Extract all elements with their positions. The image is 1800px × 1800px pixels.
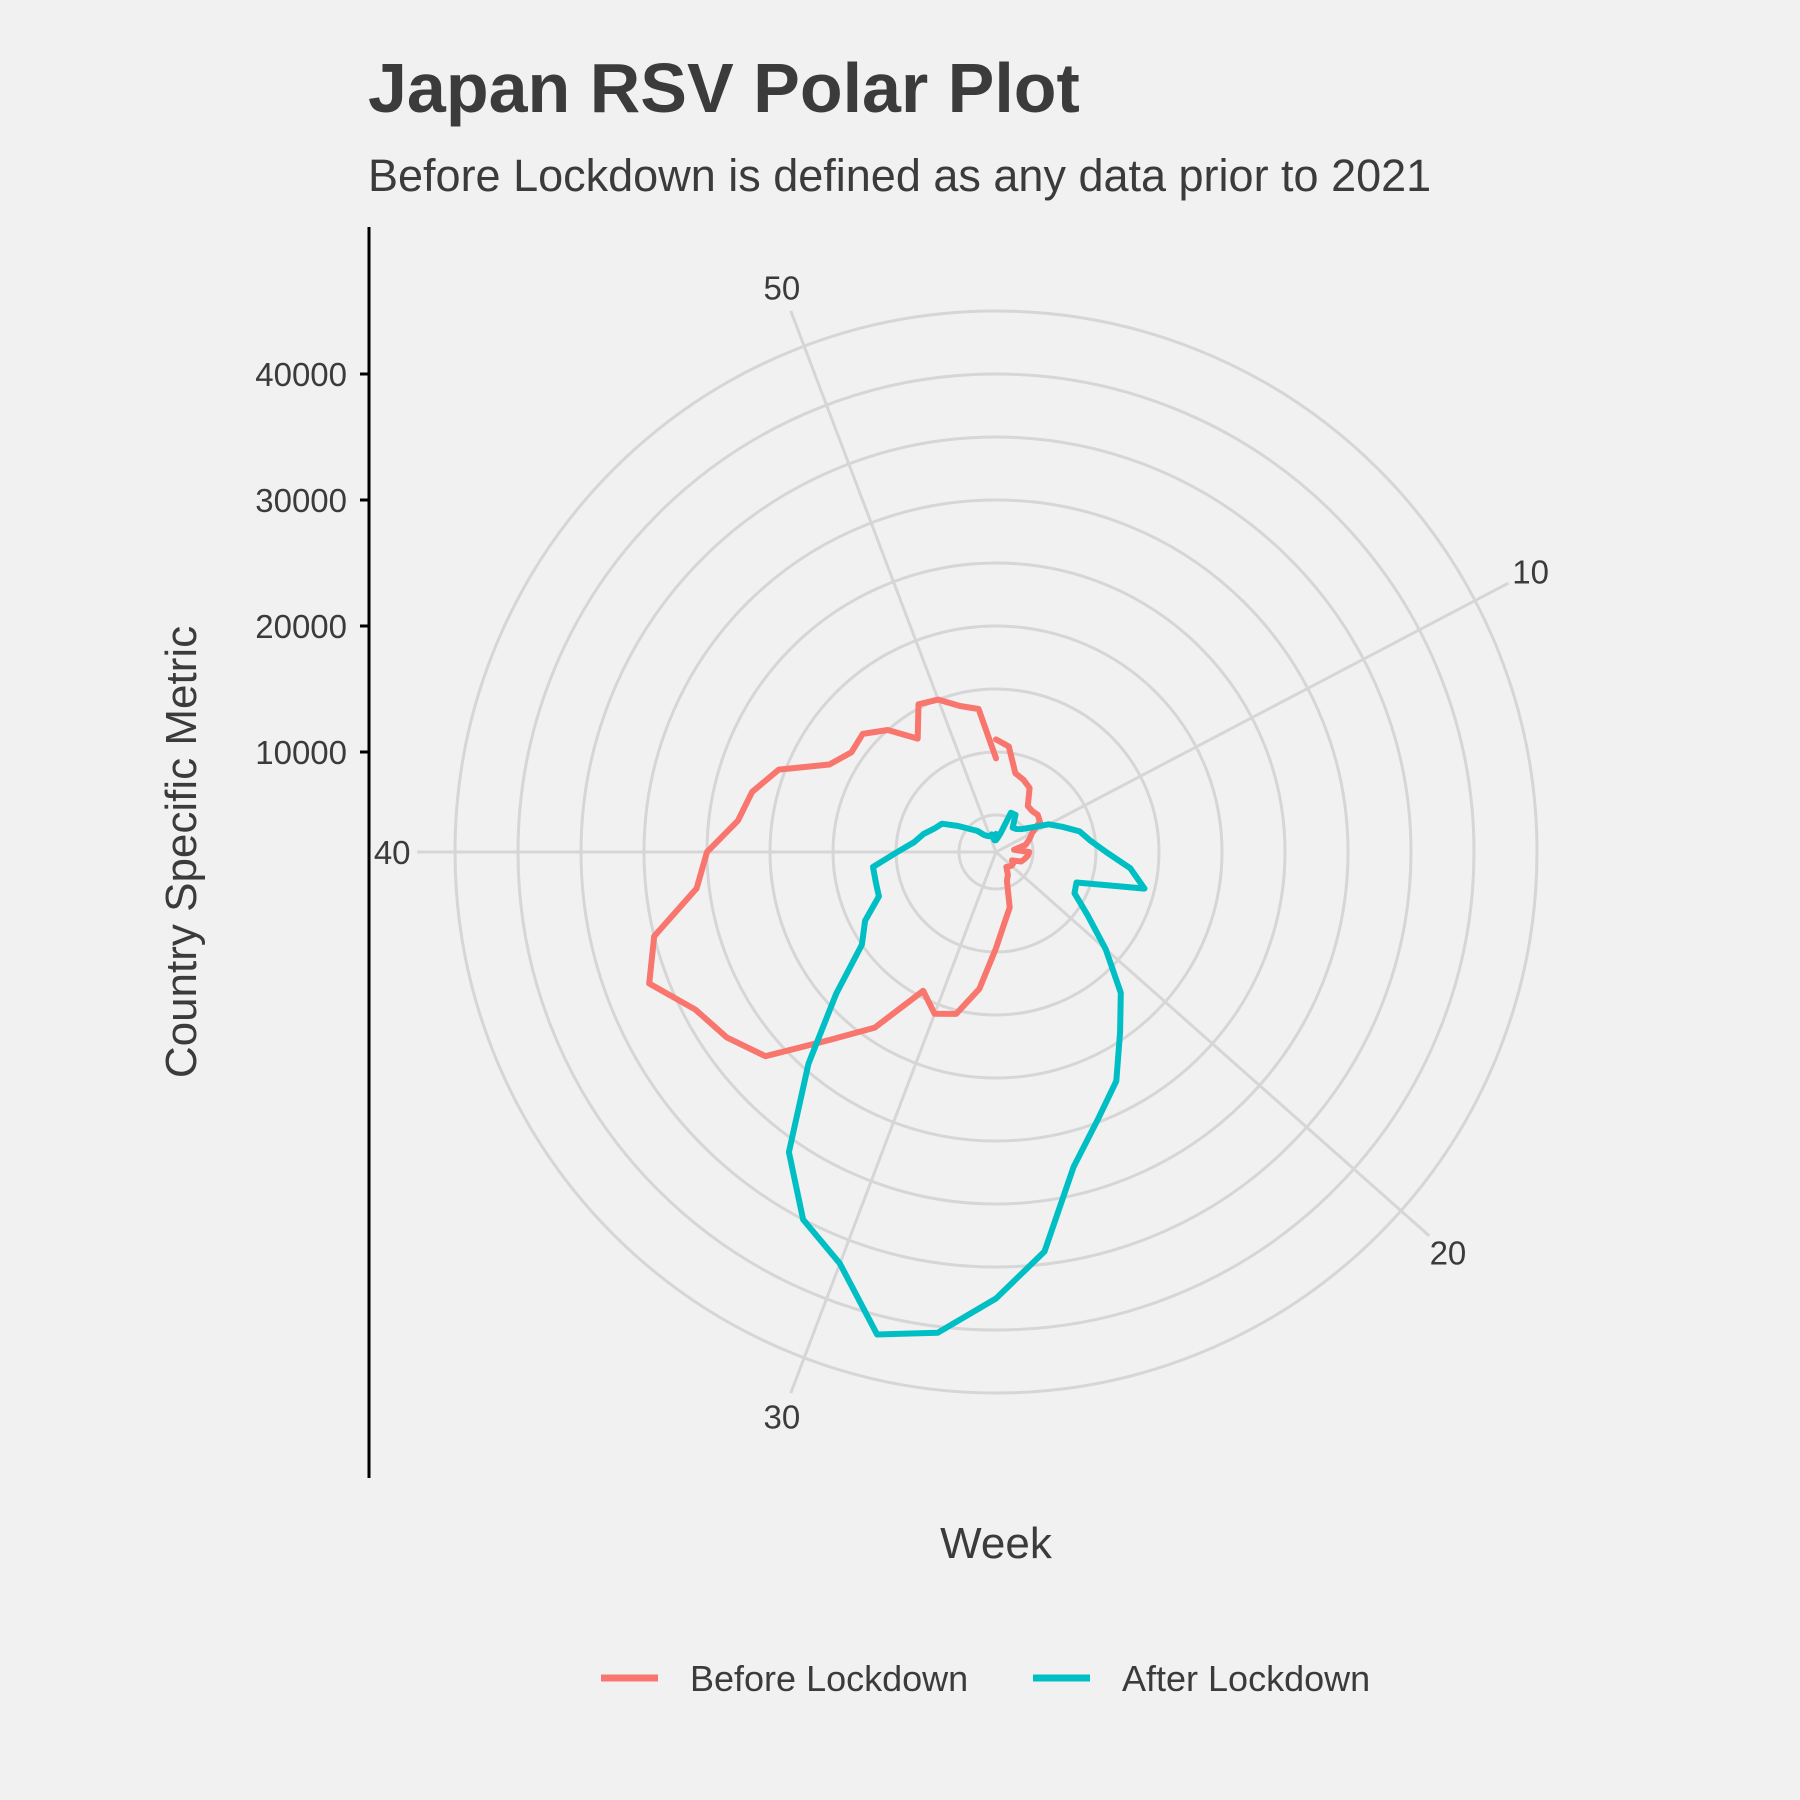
y-axis-tick-label: 20000 <box>255 608 347 645</box>
legend-label-after-lockdown: After Lockdown <box>1122 1658 1370 1699</box>
angular-gridlines <box>417 310 1510 1394</box>
y-axis-tick-label: 10000 <box>255 734 347 771</box>
angular-gridline <box>789 851 998 1394</box>
chart-subtitle: Before Lockdown is defined as any data p… <box>368 150 1432 201</box>
angular-tick-label: 30 <box>764 1399 801 1436</box>
x-axis-title: Week <box>940 1519 1053 1568</box>
y-axis-ticks: 10000 20000 30000 40000 <box>255 356 369 771</box>
angular-gridline <box>995 850 1431 1237</box>
angular-tick-labels: 10 20 30 40 50 <box>374 269 1549 1435</box>
y-axis-tick-label: 30000 <box>255 482 347 519</box>
chart-title: Japan RSV Polar Plot <box>368 49 1080 127</box>
series-lines <box>646 696 1148 1338</box>
y-axis-title: Country Specific Metric <box>157 626 206 1078</box>
legend: Before Lockdown After Lockdown <box>601 1658 1370 1699</box>
y-axis-tick-label: 40000 <box>255 356 347 393</box>
angular-gridline <box>789 310 998 853</box>
angular-tick-label: 50 <box>764 269 801 306</box>
legend-label-before-lockdown: Before Lockdown <box>690 1658 968 1699</box>
series-line-after-lockdown <box>785 809 1148 1338</box>
angular-tick-label: 20 <box>1430 1234 1467 1271</box>
angular-tick-label: 10 <box>1512 553 1549 590</box>
angular-tick-label: 40 <box>374 834 411 871</box>
angular-gridline <box>995 581 1510 854</box>
